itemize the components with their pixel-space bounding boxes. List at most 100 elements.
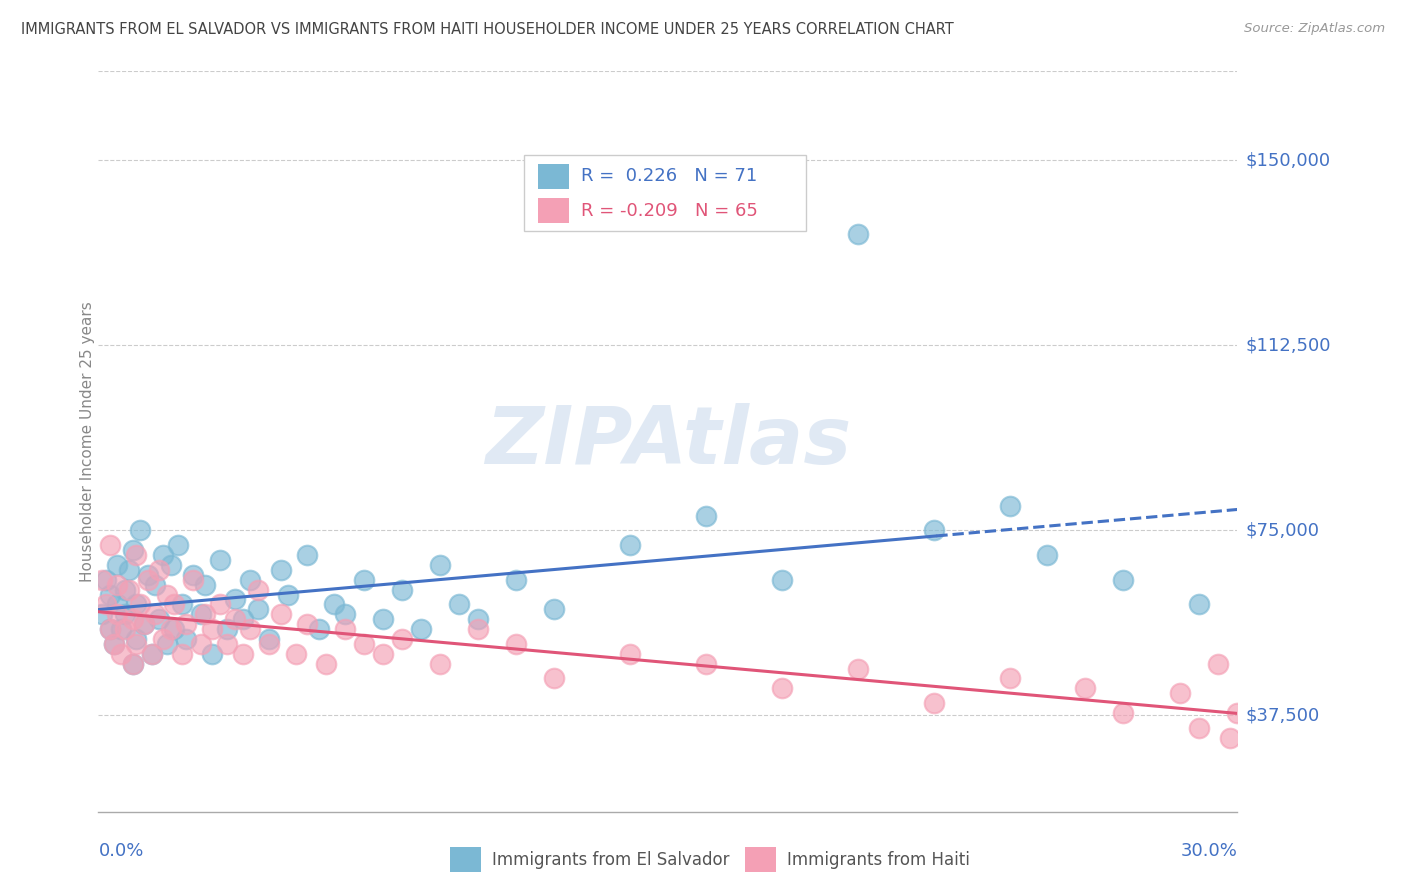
Text: R = -0.209   N = 65: R = -0.209 N = 65 [581,202,758,219]
Point [145,607,167,622]
Point [505,637,527,651]
Point [1226,706,1249,720]
Point [118,582,141,597]
Point [98,538,121,552]
Point [152,632,174,646]
Point [353,573,375,587]
Point [163,622,186,636]
Text: Immigrants from El Salvador: Immigrants from El Salvador [492,851,730,869]
Text: Immigrants from Haiti: Immigrants from Haiti [787,851,970,869]
Point [1170,686,1192,700]
Point [1188,721,1211,735]
Point [335,607,357,622]
Point [129,598,152,612]
Point [1074,681,1097,696]
Point [174,617,197,632]
Point [91,573,114,587]
Point [846,227,869,242]
Text: IMMIGRANTS FROM EL SALVADOR VS IMMIGRANTS FROM HAITI HOUSEHOLDER INCOME UNDER 25: IMMIGRANTS FROM EL SALVADOR VS IMMIGRANT… [21,22,953,37]
Point [110,622,132,636]
Point [148,612,170,626]
Point [163,598,186,612]
Point [125,548,148,562]
Point [1188,598,1211,612]
Point [619,647,641,661]
Point [695,657,717,671]
Point [259,632,281,646]
Point [411,622,433,636]
Point [270,563,292,577]
Point [103,637,125,651]
Point [118,563,141,577]
Point [159,558,181,572]
Point [114,607,136,622]
Point [194,607,217,622]
Point [371,612,394,626]
Point [429,657,451,671]
Text: 0.0%: 0.0% [98,842,143,860]
Point [1036,548,1059,562]
Point [170,598,193,612]
Point [429,558,451,572]
Text: $150,000: $150,000 [1246,152,1330,169]
Point [174,632,197,646]
Point [998,499,1021,513]
Point [1219,731,1241,745]
Point [315,657,337,671]
Point [107,598,129,612]
Point [846,662,869,676]
Point [183,567,205,582]
Point [141,647,163,661]
Point [98,622,121,636]
Point [922,524,945,538]
Point [125,598,148,612]
Text: R =  0.226   N = 71: R = 0.226 N = 71 [581,168,756,186]
Point [770,681,793,696]
Text: $112,500: $112,500 [1246,336,1331,354]
Point [232,612,254,626]
Point [1112,706,1135,720]
Point [1208,657,1230,671]
Point [132,617,155,632]
Point [695,508,717,523]
Point [190,607,212,622]
Point [121,543,143,558]
Point [121,612,143,626]
Point [201,622,224,636]
Point [224,592,246,607]
Point [284,647,307,661]
Point [125,632,148,646]
Point [1112,573,1135,587]
Text: $37,500: $37,500 [1246,706,1320,724]
Point [145,577,167,591]
Point [232,647,254,661]
Point [98,622,121,636]
Point [259,637,281,651]
Point [121,657,143,671]
Point [107,558,129,572]
Point [107,607,129,622]
Point [121,657,143,671]
Point [353,637,375,651]
Point [170,647,193,661]
Point [114,582,136,597]
Point [136,573,159,587]
Point [190,637,212,651]
Point [619,538,641,552]
Point [156,637,179,651]
Point [239,573,262,587]
Point [270,607,292,622]
Point [297,617,319,632]
Point [208,598,231,612]
Point [94,598,117,612]
Point [136,567,159,582]
Point [322,598,344,612]
Point [335,622,357,636]
Point [371,647,394,661]
Point [103,637,125,651]
Point [246,602,269,616]
Text: $75,000: $75,000 [1246,522,1320,540]
Point [543,672,565,686]
Point [217,637,239,651]
Point [308,622,330,636]
